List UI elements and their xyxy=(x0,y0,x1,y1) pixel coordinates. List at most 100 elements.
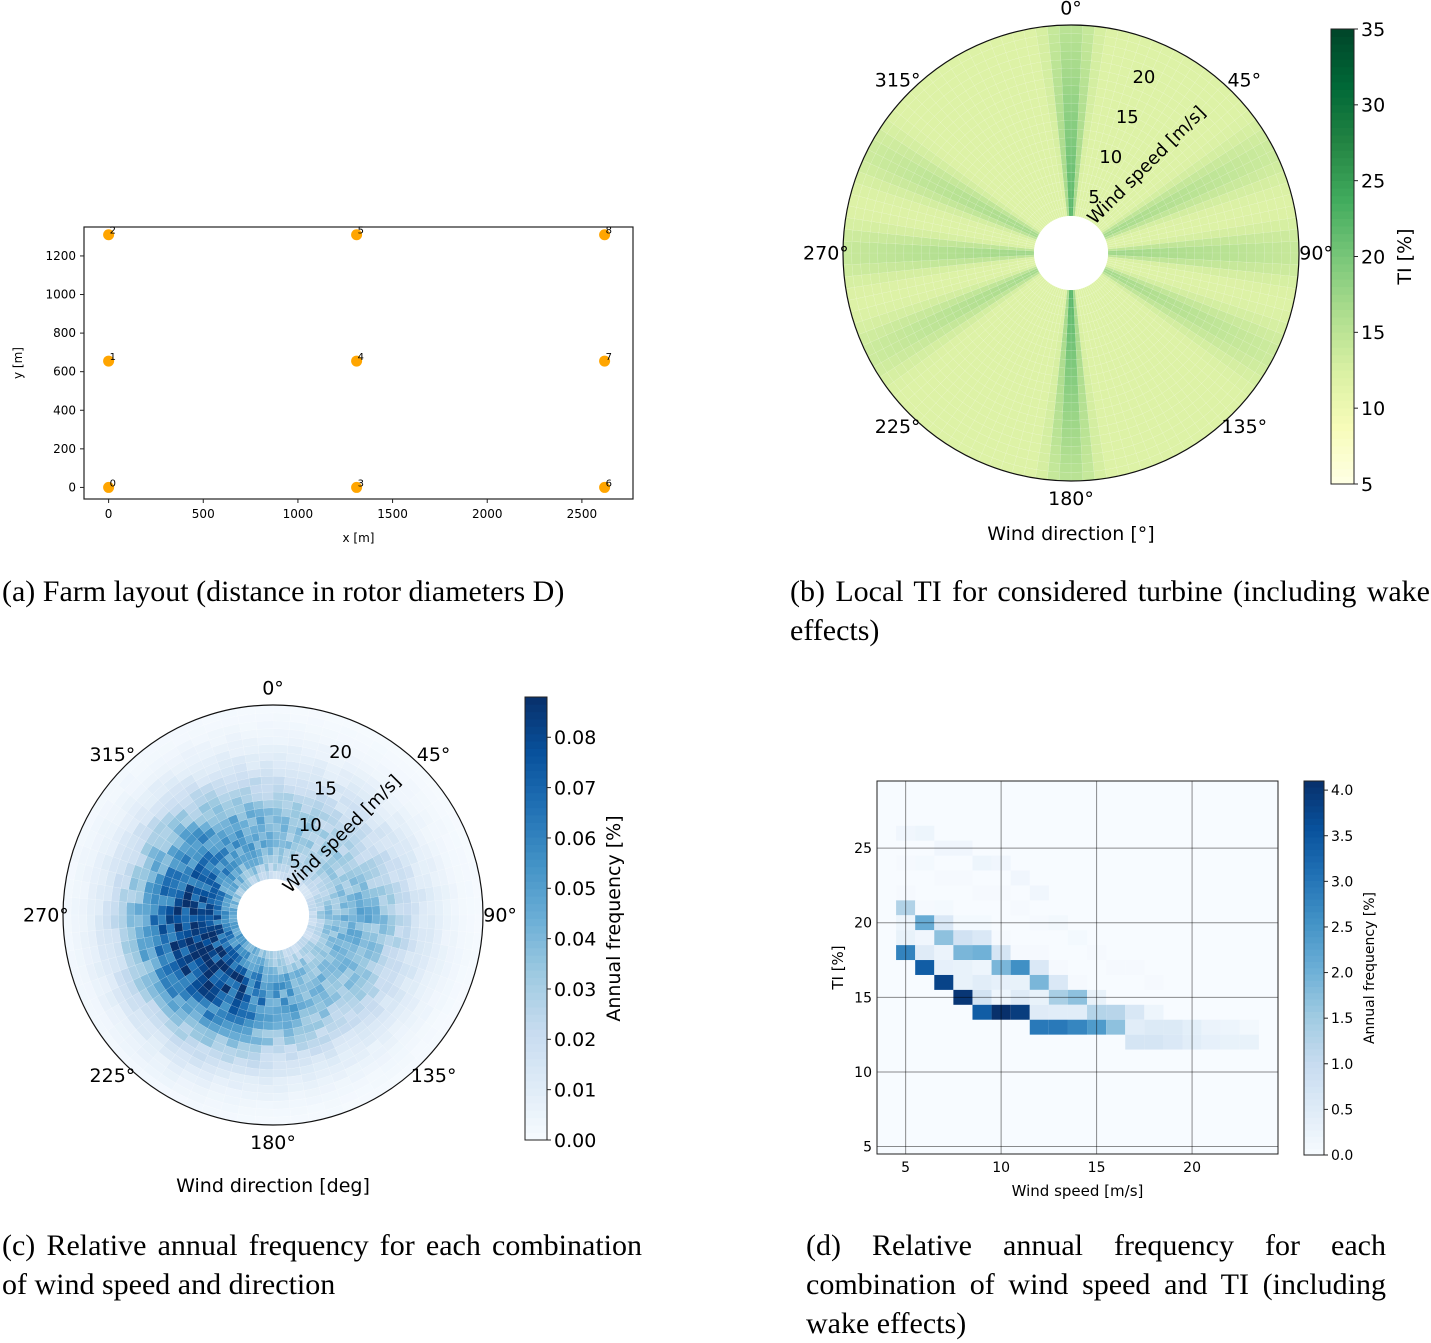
colorbar-segment xyxy=(1304,1111,1324,1118)
polar-ti-cell xyxy=(852,274,864,288)
polar-ti-cell xyxy=(1017,282,1028,291)
heatmap-cell xyxy=(1125,1019,1145,1035)
angle-tick-label: 225° xyxy=(90,1065,136,1087)
polar-ti-cell xyxy=(1005,294,1016,304)
polar-ti-cell xyxy=(1138,141,1150,154)
polar-frequency-cell xyxy=(442,899,452,916)
colorbar-segment xyxy=(525,1065,547,1074)
polar-ti-cell xyxy=(1029,397,1041,409)
colorbar-segment xyxy=(1304,1117,1324,1125)
polar-ti-cell xyxy=(1077,199,1083,209)
polar-frequency-cell xyxy=(272,958,278,968)
polar-ti-cell xyxy=(1017,294,1027,305)
polar-ti-cell xyxy=(886,233,897,245)
y-tick-label: 25 xyxy=(854,841,872,857)
polar-ti-cell xyxy=(1183,227,1194,236)
polar-ti-cell xyxy=(973,242,983,249)
polar-ti-cell xyxy=(1193,259,1204,268)
polar-ti-cell xyxy=(1227,269,1238,280)
colorbar-segment xyxy=(525,822,547,831)
polar-ti-cell xyxy=(1181,220,1193,230)
polar-frequency-cell xyxy=(426,900,436,916)
colorbar-segment xyxy=(1304,1092,1324,1100)
polar-ti-cell xyxy=(981,248,991,254)
polar-ti-cell xyxy=(1170,174,1183,186)
polar-ti-cell xyxy=(1011,428,1024,440)
polar-ti-cell xyxy=(1062,94,1072,104)
colorbar-segment xyxy=(1331,134,1354,144)
polar-ti-cell xyxy=(1288,228,1299,242)
colorbar-segment xyxy=(1304,836,1324,844)
colorbar-segment xyxy=(1304,799,1324,807)
colorbar-segment xyxy=(1331,339,1354,348)
polar-ti-cell xyxy=(1245,233,1256,245)
polar-frequency-cell xyxy=(181,914,191,924)
polar-frequency-cell xyxy=(277,973,285,983)
polar-ti-cell xyxy=(1093,158,1102,169)
angle-tick-label: 315° xyxy=(90,744,136,766)
heatmap-cell xyxy=(1010,945,1030,961)
polar-ti-cell xyxy=(1059,33,1072,43)
polar-ti-cell xyxy=(1087,201,1094,212)
polar-ti-cell xyxy=(1247,170,1260,184)
polar-ti-cell xyxy=(977,119,990,133)
y-tick-label: 5 xyxy=(863,1140,872,1156)
polar-ti-cell xyxy=(922,274,934,285)
polar-ti-cell xyxy=(1223,160,1236,174)
polar-ti-cell xyxy=(1082,366,1091,377)
colorbar-segment xyxy=(1331,112,1354,121)
polar-ti-cell xyxy=(929,252,939,261)
polar-ti-cell xyxy=(1076,129,1085,139)
polar-ti-cell xyxy=(1289,240,1300,254)
polar-ti-cell xyxy=(1142,134,1155,147)
polar-ti-cell xyxy=(1089,203,1096,213)
polar-ti-cell xyxy=(1070,94,1080,104)
polar-frequency-cell xyxy=(189,914,198,923)
polar-ti-cell xyxy=(992,231,1002,239)
turbine-marker xyxy=(103,229,115,241)
polar-frequency-cell xyxy=(450,914,460,932)
polar-ti-cell xyxy=(1062,85,1072,95)
polar-ti-cell xyxy=(1194,252,1204,261)
polar-ti-cell xyxy=(1040,435,1052,446)
polar-ti-cell xyxy=(1214,131,1228,145)
polar-ti-cell xyxy=(1081,138,1090,149)
heatmap-cell xyxy=(953,870,973,886)
polar-ti-cell xyxy=(1096,187,1104,198)
x-tick-label: 20 xyxy=(1183,1160,1201,1176)
colorbar-segment xyxy=(525,1043,547,1052)
turbine-label: 0 xyxy=(110,478,116,489)
polar-ti-cell xyxy=(1062,102,1072,113)
y-tick-label: 15 xyxy=(854,990,872,1006)
polar-ti-cell xyxy=(1218,227,1229,238)
polar-ti-cell xyxy=(1271,230,1282,243)
polar-ti-cell xyxy=(920,244,931,254)
polar-ti-cell xyxy=(973,257,983,264)
polar-ti-cell xyxy=(1070,137,1078,147)
polar-ti-cell xyxy=(1070,463,1083,473)
colorbar-segment xyxy=(525,1132,547,1141)
polar-ti-cell xyxy=(1281,241,1291,254)
polar-frequency-cell xyxy=(259,839,268,849)
colorbar-segment xyxy=(525,1036,547,1045)
polar-ti-cell xyxy=(1108,145,1119,157)
polar-ti-cell xyxy=(1143,156,1155,168)
colorbar-segment xyxy=(1331,51,1354,60)
polar-ti-cell xyxy=(1109,185,1119,196)
heatmap-cell xyxy=(1144,974,1164,990)
polar-ti-cell xyxy=(1092,34,1106,46)
polar-ti-cell xyxy=(1070,471,1084,482)
colorbar-segment xyxy=(1331,354,1354,363)
polar-ti-cell xyxy=(1066,333,1072,343)
colorbar-tick-label: 0.08 xyxy=(554,727,596,749)
polar-ti-cell xyxy=(1070,289,1074,299)
polar-frequency-cell xyxy=(252,800,264,810)
polar-ti-cell xyxy=(1059,315,1065,325)
polar-ti-cell xyxy=(1020,357,1030,369)
polar-ti-cell xyxy=(1087,86,1098,97)
polar-ti-cell xyxy=(999,256,1009,261)
colorbar-label: Annual frequency [%] xyxy=(1362,892,1378,1044)
polar-ti-cell xyxy=(868,252,879,264)
colorbar-segment xyxy=(1331,172,1354,181)
polar-frequency-cell xyxy=(78,914,88,933)
